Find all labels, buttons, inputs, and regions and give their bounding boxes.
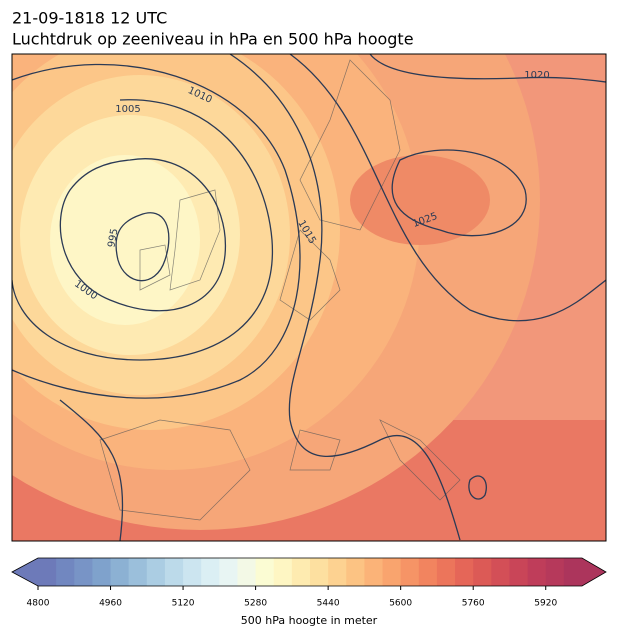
colorbar-segment — [183, 558, 202, 586]
title-line: Luchtdruk op zeeniveau in hPa en 500 hPa… — [12, 30, 414, 49]
contour-label: 1005 — [115, 104, 140, 115]
colorbar-segment — [455, 558, 474, 586]
colorbar-tick-label: 4800 — [27, 599, 50, 609]
colorbar-segment — [473, 558, 492, 586]
colorbar-segment — [255, 558, 275, 586]
colorbar-segment — [436, 558, 456, 586]
colorbar-segment — [219, 558, 238, 586]
colorbar-segment — [527, 558, 547, 586]
colorbar-tick-label: 4960 — [99, 599, 122, 609]
colorbar-tick-label: 5600 — [389, 599, 412, 609]
colorbar-segment — [418, 558, 438, 586]
colorbar-segment — [128, 558, 148, 586]
colorbar-segment — [509, 558, 529, 586]
colorbar-segment — [563, 558, 583, 586]
colorbar-segment — [56, 558, 75, 586]
contour-label: 1020 — [524, 70, 549, 81]
colorbar-segment — [346, 558, 365, 586]
map-frame — [11, 53, 607, 542]
colorbar-segment — [273, 558, 293, 586]
colorbar-segment — [310, 558, 329, 586]
colorbar-segment — [237, 558, 257, 586]
colorbar-segment — [74, 558, 93, 586]
colorbar-segment — [38, 558, 57, 586]
colorbar-extend — [12, 558, 38, 586]
colorbar: 4800 4960 5120 5280 5440 5600 5760 5920 — [11, 557, 607, 609]
colorbar-segment — [545, 558, 565, 586]
colorbar-segment — [364, 558, 384, 586]
colorbar-segment — [491, 558, 510, 586]
colorbar-extend — [582, 558, 606, 586]
colorbar-segment — [328, 558, 347, 586]
colorbar-tick-label: 5440 — [317, 599, 340, 609]
colorbar-tick-label: 5920 — [534, 599, 557, 609]
colorbar-segment — [92, 558, 112, 586]
colorbar-segment — [201, 558, 220, 586]
colorbar-segment — [400, 558, 420, 586]
colorbar-tick-label: 5760 — [462, 599, 485, 609]
colorbar-label: 500 hPa hoogte in meter — [241, 614, 378, 627]
contour-label: 995 — [106, 228, 120, 249]
colorbar-segment — [146, 558, 166, 586]
title-line: 21-09-1818 12 UTC — [12, 9, 167, 28]
colorbar-segment — [164, 558, 184, 586]
colorbar-segment — [110, 558, 130, 586]
colorbar-segment — [291, 558, 311, 586]
colorbar-segment — [382, 558, 402, 586]
colorbar-tick-label: 5120 — [172, 599, 195, 609]
colorbar-tick-label: 5280 — [244, 599, 267, 609]
map: 995 1000 1005 1010 1015 1020 1025 — [12, 54, 606, 541]
